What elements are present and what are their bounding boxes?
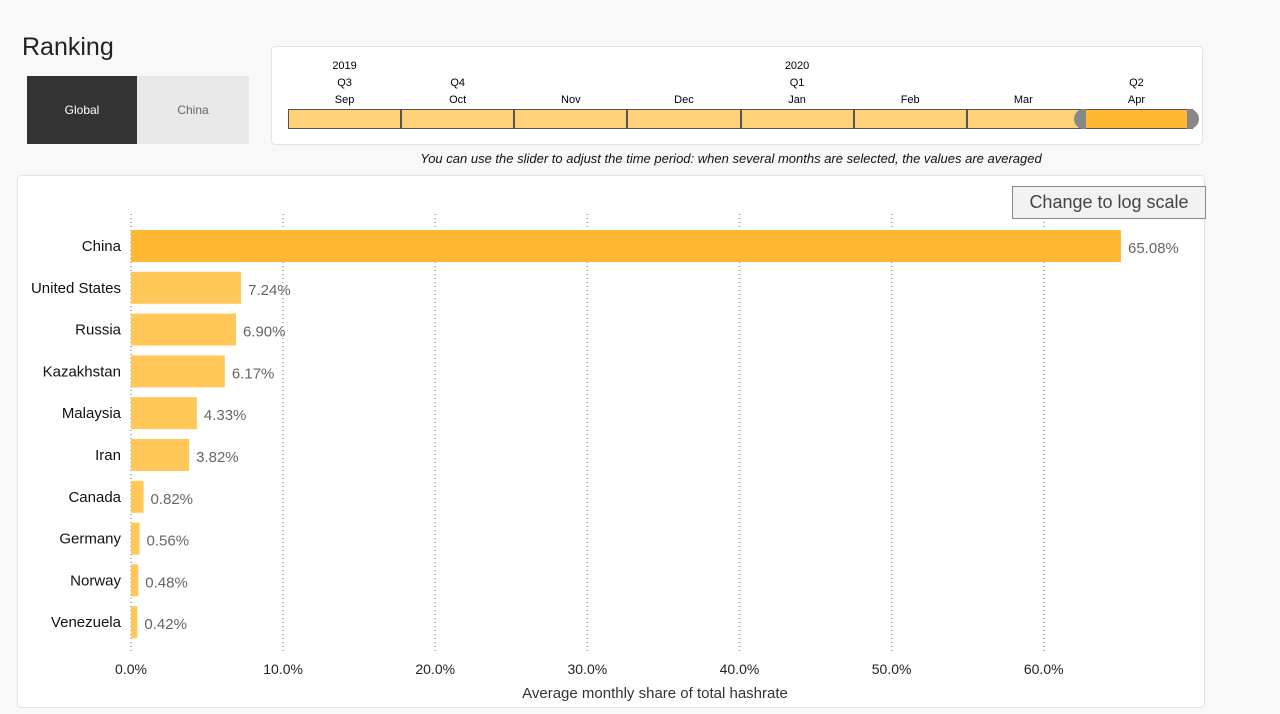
slider-month-label: Apr (1127, 94, 1145, 106)
category-label: Malaysia (62, 405, 122, 422)
x-tick-label: 10.0% (263, 661, 303, 677)
slider-month-label: Sep (334, 94, 355, 106)
slider-quarter-label: Q1 (789, 77, 805, 89)
bar-russia (131, 313, 236, 346)
category-label: Venezuela (51, 614, 122, 631)
x-tick-label: 40.0% (720, 661, 760, 677)
slider-month-label: Jan (788, 94, 806, 106)
slider-note: You can use the slider to adjust the tim… (420, 151, 1042, 166)
value-label: 6.17% (232, 365, 275, 382)
slider-quarter-label: Q2 (1129, 77, 1144, 89)
bar-norway (131, 564, 139, 597)
bar-united-states (131, 271, 242, 304)
global-toggle-button[interactable]: Global (27, 76, 137, 144)
slider-year-label: 2020 (784, 60, 810, 72)
china-toggle-button[interactable]: China (137, 76, 249, 144)
bar-iran (131, 439, 190, 471)
slider-segment-nov[interactable] (514, 109, 628, 129)
slider-segment-feb[interactable] (853, 109, 967, 129)
bar-venezuela (131, 606, 138, 639)
value-label: 0.82% (150, 491, 193, 508)
slider-left-handle[interactable] (1073, 109, 1086, 129)
value-label: 3.82% (196, 449, 239, 466)
x-tick-label: 50.0% (872, 661, 912, 677)
chart-panel (17, 175, 1205, 708)
slider-quarter-label: Q4 (450, 77, 466, 89)
category-label: Germany (59, 531, 121, 548)
page-title: Ranking (22, 33, 114, 61)
slider-year-label: 2019 (332, 60, 357, 72)
category-label: Russia (75, 322, 122, 339)
time-slider-panel: 2019 Q3 Sep Q4 Oct Nov Dec 2020 Q1 Jan Feb Mar Q2 Apr (271, 46, 1203, 145)
x-tick-label: 30.0% (568, 661, 608, 677)
category-label: Norway (70, 572, 121, 589)
slider-segment-oct[interactable] (401, 109, 515, 129)
bar-kazakhstan (131, 355, 225, 388)
category-label: Iran (95, 447, 121, 464)
bar-germany (131, 522, 140, 555)
value-label: 6.90% (243, 324, 286, 341)
bar-malaysia (131, 397, 197, 430)
slider-month-label: Oct (449, 94, 467, 106)
slider-right-handle[interactable] (1187, 109, 1199, 129)
value-label: 65.08% (1128, 240, 1179, 257)
slider-month-label: Feb (900, 94, 920, 106)
category-label: Kazakhstan (43, 363, 121, 380)
value-label: 0.56% (147, 533, 190, 550)
category-label: United States (31, 280, 121, 297)
slider-segment-dec[interactable] (627, 109, 741, 129)
x-tick-label: 60.0% (1024, 661, 1064, 677)
slider-segment-jan[interactable] (740, 109, 854, 129)
log-scale-button[interactable]: Change to log scale (1012, 186, 1206, 219)
slider-quarter-label: Q3 (337, 77, 352, 89)
time-slider[interactable] (288, 109, 1199, 129)
bar-china (131, 230, 1121, 262)
slider-month-label: Nov (561, 94, 581, 106)
slider-segment-sep[interactable] (288, 109, 402, 129)
value-label: 0.48% (145, 574, 188, 591)
category-label: China (82, 238, 122, 255)
slider-month-label: Dec (674, 94, 694, 106)
value-label: 0.42% (144, 616, 187, 633)
slider-month-label: Mar (1013, 94, 1033, 106)
value-label: 4.33% (204, 407, 247, 424)
x-tick-label: 0.0% (115, 661, 147, 677)
x-axis-title: Average monthly share of total hashrate (522, 685, 788, 702)
value-label: 7.24% (248, 282, 291, 299)
bar-canada (131, 480, 144, 513)
category-label: Canada (68, 489, 121, 506)
x-tick-label: 20.0% (415, 661, 455, 677)
